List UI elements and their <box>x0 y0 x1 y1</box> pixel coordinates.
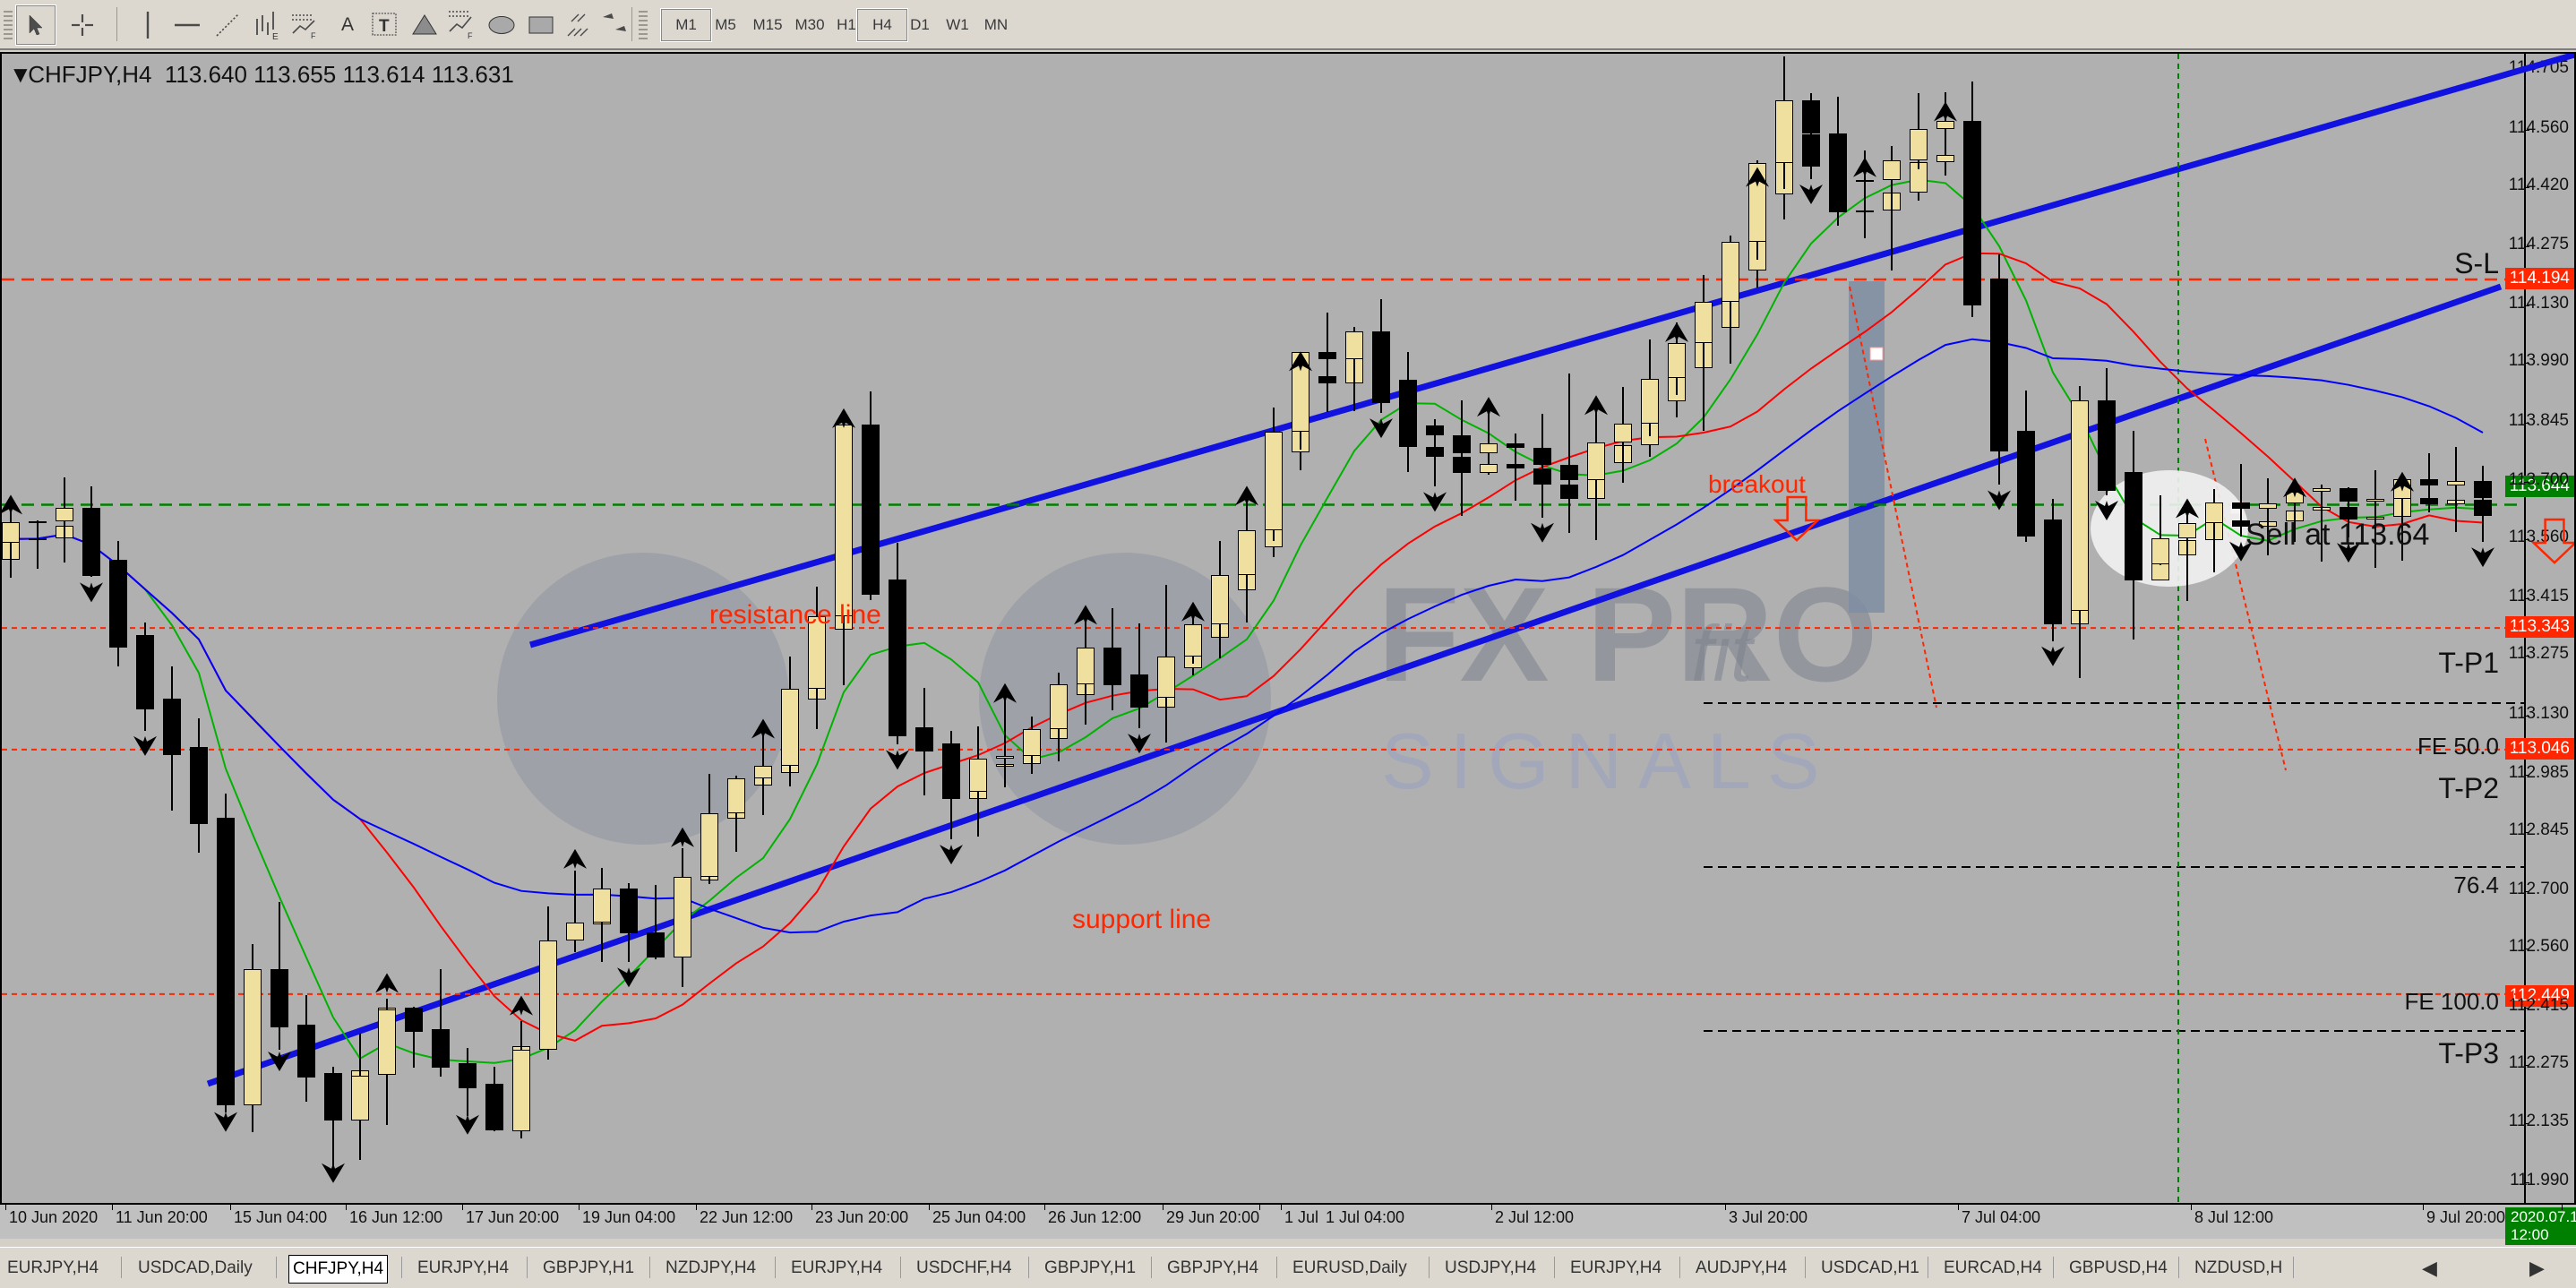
svg-text:F: F <box>468 31 473 40</box>
svg-text:SIGNALS: SIGNALS <box>1381 717 1835 805</box>
svg-text:F: F <box>311 31 316 40</box>
svg-text:T: T <box>379 17 390 36</box>
svg-text:fit: fit <box>1691 609 1756 698</box>
svg-text:FX PRO: FX PRO <box>1378 559 1877 709</box>
svg-text:E: E <box>272 32 279 40</box>
